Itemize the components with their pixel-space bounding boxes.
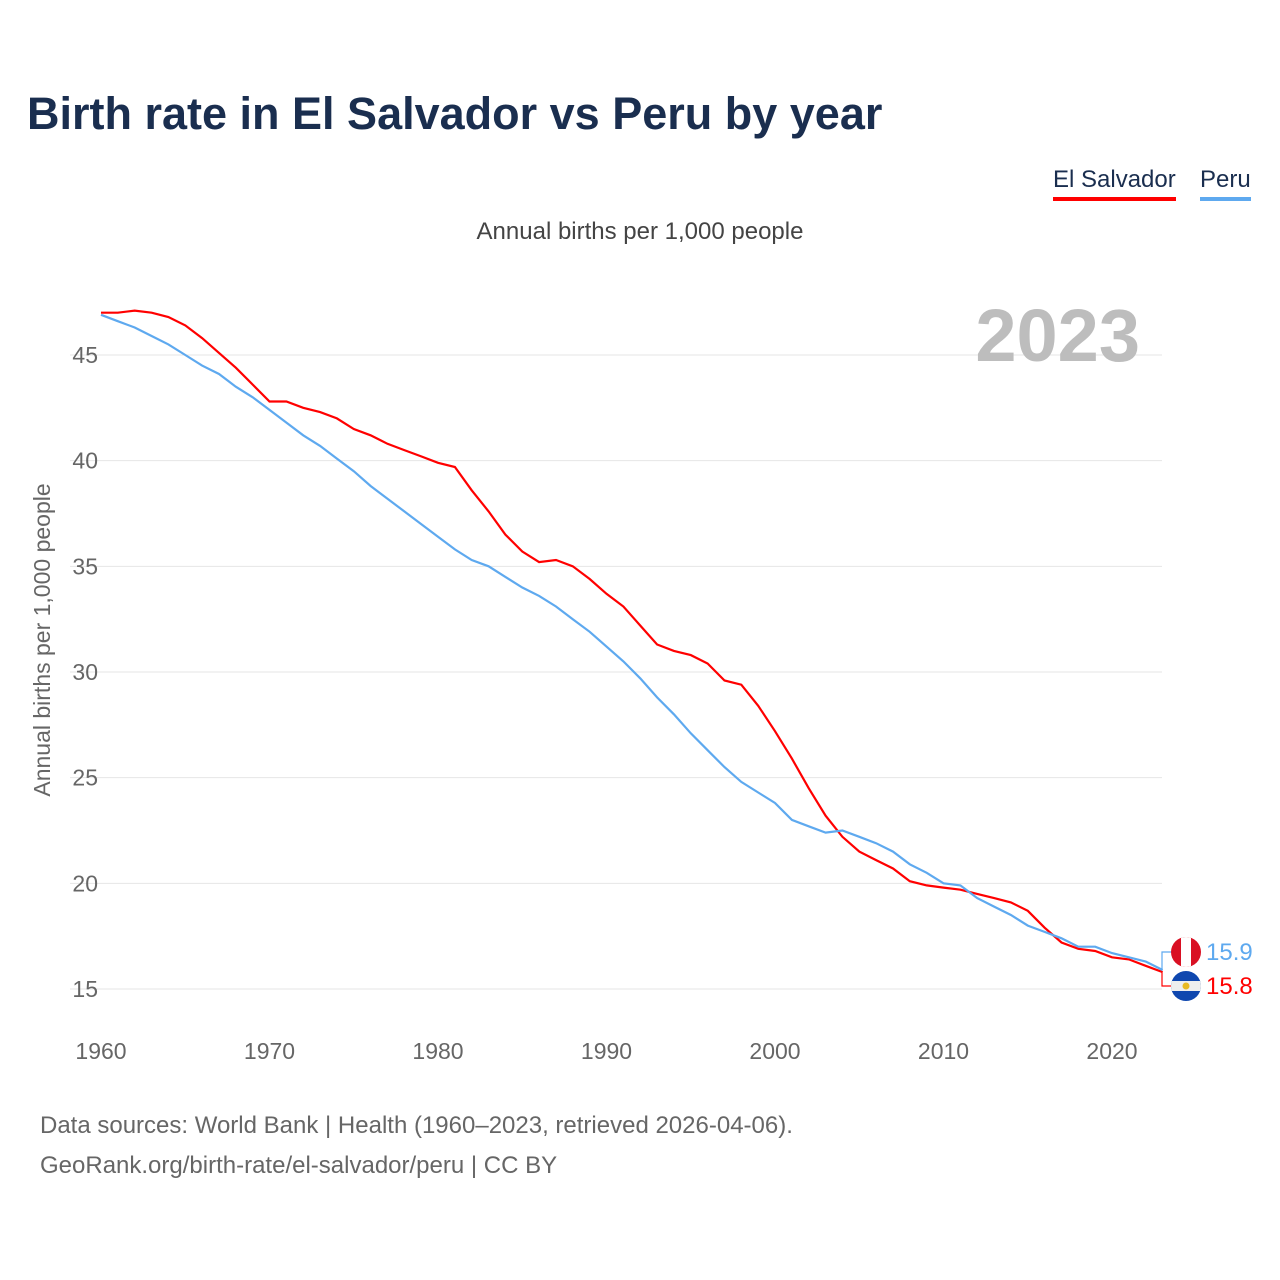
chart-title: Birth rate in El Salvador vs Peru by yea… — [27, 88, 883, 139]
x-tick-label: 2010 — [918, 1038, 969, 1064]
source-note: Data sources: World Bank | Health (1960–… — [40, 1112, 793, 1139]
source-url[interactable]: GeoRank.org/birth-rate/el-salvador/peru … — [40, 1152, 558, 1179]
year-watermark: 2023 — [975, 294, 1140, 377]
peru-flag-icon — [1171, 937, 1201, 967]
footer: Data sources: World Bank | Health (1960–… — [40, 1106, 793, 1186]
el-salvador-end-value: 15.8 — [1206, 973, 1253, 1000]
y-tick-label: 35 — [72, 553, 98, 579]
series-line-el-salvador[interactable] — [101, 309, 1163, 974]
series-line-peru[interactable] — [100, 313, 1164, 971]
x-tick-label: 2020 — [1086, 1038, 1137, 1064]
chart-subtitle: Annual births per 1,000 people — [476, 218, 804, 245]
el-salvador-connector — [1161, 971, 1172, 987]
y-tick-label: 30 — [72, 659, 98, 685]
y-tick-label: 45 — [72, 342, 98, 368]
x-tick-label: 1960 — [75, 1038, 126, 1064]
y-tick-label: 40 — [72, 448, 98, 474]
el-salvador-flag-icon — [1171, 971, 1201, 1001]
y-tick-label: 15 — [72, 976, 98, 1002]
peru-end-value: 15.9 — [1206, 939, 1253, 966]
x-tick-label: 1990 — [581, 1038, 632, 1064]
y-tick-label: 25 — [72, 765, 98, 791]
x-tick-label: 2000 — [749, 1038, 800, 1064]
legend-peru[interactable]: Peru — [1200, 166, 1251, 201]
x-tick-label: 1970 — [244, 1038, 295, 1064]
x-tick-label: 1980 — [412, 1038, 463, 1064]
legend-el-salvador[interactable]: El Salvador — [1053, 166, 1176, 201]
y-axis-label: Annual births per 1,000 people — [29, 483, 55, 796]
y-tick-label: 20 — [72, 870, 98, 896]
peru-connector — [1161, 951, 1172, 971]
